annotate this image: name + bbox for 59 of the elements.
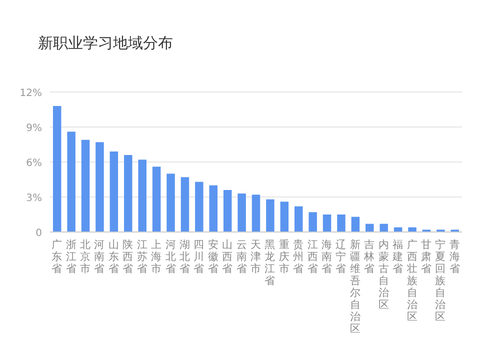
y-tick-label: 6% — [26, 158, 42, 169]
x-tick-label: 贵州省 — [293, 238, 304, 275]
x-tick-label: 山西省 — [222, 238, 234, 275]
x-tick-label: 云南省 — [236, 239, 248, 275]
y-tick-label: 9% — [26, 123, 42, 134]
x-tick-label: 吉林省 — [363, 238, 376, 275]
bar — [124, 155, 132, 232]
x-tick-label: 浙江省 — [66, 238, 77, 275]
bar — [280, 202, 289, 232]
x-tick-label: 辽宁省 — [336, 239, 347, 275]
bar — [81, 140, 90, 232]
x-tick-label: 安徽省 — [208, 238, 219, 275]
x-tick-label: 黑龙江省 — [264, 239, 276, 287]
x-tick-label: 江西省 — [307, 239, 318, 275]
bar — [223, 190, 232, 232]
bar — [138, 160, 146, 232]
x-tick-label: 天津市 — [250, 239, 262, 275]
bar — [195, 182, 204, 232]
bar — [294, 206, 303, 232]
bar — [96, 142, 104, 232]
bar — [67, 132, 76, 232]
bar — [380, 224, 388, 232]
x-tick-label: 河南省 — [94, 239, 106, 275]
bar — [337, 214, 346, 232]
y-tick-label: 12% — [20, 88, 42, 99]
x-tick-label: 青海省 — [449, 238, 460, 275]
bar — [266, 199, 274, 232]
chart-title: 新职业学习地域分布 — [38, 34, 173, 52]
x-tick-label: 内蒙古自治区 — [378, 238, 390, 311]
x-tick-label: 甘肃省 — [420, 238, 432, 275]
bar — [366, 224, 374, 232]
x-tick-label: 上海市 — [151, 238, 162, 275]
x-tick-label: 新疆维吾尔自治区 — [350, 238, 361, 335]
bar — [351, 216, 360, 232]
bar — [322, 214, 332, 232]
x-tick-label: 重庆市 — [278, 238, 290, 275]
bar — [166, 174, 175, 232]
x-tick-label: 广东省 — [52, 238, 63, 275]
x-tick-label: 福建省 — [392, 238, 404, 275]
x-tick-label: 河北省 — [165, 239, 176, 275]
x-tick-label: 海南省 — [322, 239, 333, 275]
y-tick-label: 3% — [26, 193, 42, 204]
bar — [209, 185, 218, 232]
bar — [238, 194, 246, 232]
bar — [180, 177, 190, 232]
bar — [110, 152, 118, 232]
x-tick-label: 北京市 — [80, 238, 92, 275]
x-tick-label: 四川省 — [194, 239, 205, 275]
bar — [52, 106, 62, 232]
x-tick-label: 陕西省 — [122, 239, 134, 275]
bar — [152, 166, 161, 232]
y-tick-label: 0 — [36, 228, 42, 239]
x-tick-label: 湖北省 — [179, 239, 190, 275]
x-tick-label: 江苏省 — [136, 239, 148, 275]
x-tick-label: 山东省 — [108, 238, 120, 275]
x-tick-label: 广西壮族自治区 — [406, 238, 418, 323]
bar — [308, 212, 317, 232]
bar — [252, 194, 260, 232]
x-tick-label: 宁夏回族自治区 — [435, 238, 446, 323]
